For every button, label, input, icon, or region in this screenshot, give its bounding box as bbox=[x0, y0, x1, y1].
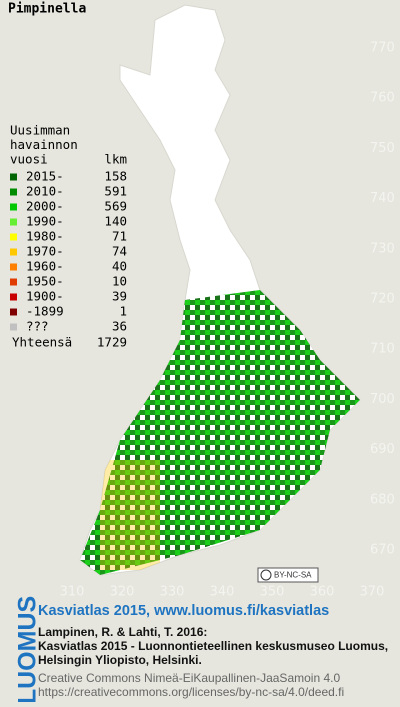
x-axis-label: 360 bbox=[310, 585, 335, 600]
legend-period: 1970- bbox=[26, 244, 64, 259]
x-axis-label: 340 bbox=[210, 585, 235, 600]
legend-count: 10 bbox=[112, 274, 127, 289]
legend-swatch bbox=[10, 203, 17, 211]
y-axis-label: 710 bbox=[370, 342, 395, 357]
legend-swatch bbox=[10, 263, 17, 271]
y-axis-label: 760 bbox=[370, 91, 395, 106]
legend-swatch bbox=[10, 173, 17, 181]
y-axis-label: 740 bbox=[370, 191, 395, 206]
footer-text: Lampinen, R. & Lahti, T. 2016:Kasviatlas… bbox=[38, 625, 388, 699]
legend-year-header: vuosi bbox=[10, 152, 48, 167]
citation-line: Lampinen, R. & Lahti, T. 2016: bbox=[38, 625, 207, 639]
legend-total-label: Yhteensä bbox=[12, 335, 72, 350]
legend-swatch bbox=[10, 248, 17, 256]
y-axis-label: 730 bbox=[370, 241, 395, 256]
legend-count: 40 bbox=[112, 259, 127, 274]
y-axis-label: 670 bbox=[370, 543, 395, 558]
citation-line: Kasviatlas 2015 - Luonnontieteellinen ke… bbox=[38, 639, 388, 653]
legend-swatch bbox=[10, 323, 17, 331]
legend-heading: havainnon bbox=[10, 137, 78, 152]
legend-count: 140 bbox=[104, 214, 127, 229]
legend-period: -1899 bbox=[26, 304, 64, 319]
legend-heading: Uusimman bbox=[10, 123, 70, 138]
legend-swatch bbox=[10, 218, 17, 226]
x-axis-label: 320 bbox=[110, 585, 135, 600]
legend-total: 1729 bbox=[97, 335, 127, 350]
x-axis-label: 310 bbox=[60, 585, 85, 600]
axis-labels: 770 760 750 740 730 720 710 700 690 680 670 310 320 3… bbox=[60, 41, 395, 600]
legend-count: 36 bbox=[112, 319, 127, 334]
x-axis-label: 350 bbox=[260, 585, 285, 600]
legend-period: 2010- bbox=[26, 184, 64, 199]
y-axis-label: 750 bbox=[370, 141, 395, 156]
legend-swatch bbox=[10, 233, 17, 241]
license-line: Creative Commons Nimeä-EiKaupallinen-Jaa… bbox=[38, 671, 340, 685]
legend-period: 2015- bbox=[26, 169, 64, 184]
legend-period: ??? bbox=[26, 319, 49, 334]
finland-outline bbox=[79, 4, 361, 576]
map-title: Pimpinella bbox=[8, 2, 86, 17]
legend-period: 1980- bbox=[26, 229, 64, 244]
legend-swatch bbox=[10, 278, 17, 286]
legend-count: 569 bbox=[104, 199, 127, 214]
x-axis-label: 370 bbox=[360, 585, 385, 600]
legend-count: 71 bbox=[112, 229, 127, 244]
y-axis-label: 770 bbox=[370, 41, 395, 56]
y-axis-label: 700 bbox=[370, 392, 395, 407]
legend-swatch bbox=[10, 308, 17, 316]
legend-swatch bbox=[10, 188, 17, 196]
y-axis-label: 690 bbox=[370, 442, 395, 457]
legend-period: 1960- bbox=[26, 259, 64, 274]
legend-count: 158 bbox=[104, 169, 127, 184]
legend-count: 39 bbox=[112, 289, 127, 304]
x-axis-label: 330 bbox=[160, 585, 185, 600]
observation-area bbox=[80, 290, 360, 575]
legend-swatch bbox=[10, 293, 17, 301]
brand-logo: LUOMUS bbox=[14, 596, 42, 702]
legend-period: 1990- bbox=[26, 214, 64, 229]
license-badge: BY-NC-SA bbox=[257, 567, 319, 583]
y-axis-label: 720 bbox=[370, 292, 395, 307]
legend-period: 1900- bbox=[26, 289, 64, 304]
legend-count: 74 bbox=[112, 244, 127, 259]
license-badge-text: BY-NC-SA bbox=[274, 571, 312, 580]
license-line: https://creativecommons.org/licenses/by-… bbox=[38, 685, 344, 699]
legend-count: 1 bbox=[119, 304, 127, 319]
legend-count: 591 bbox=[104, 184, 127, 199]
legend-period: 2000- bbox=[26, 199, 64, 214]
footer-headline: Kasviatlas 2015, www.luomus.fi/kasviatla… bbox=[38, 603, 329, 619]
y-axis-label: 680 bbox=[370, 492, 395, 507]
citation-line: Helsingin Yliopisto, Helsinki. bbox=[38, 653, 202, 667]
legend-period: 1950- bbox=[26, 274, 64, 289]
legend-count-header: lkm bbox=[104, 152, 127, 167]
